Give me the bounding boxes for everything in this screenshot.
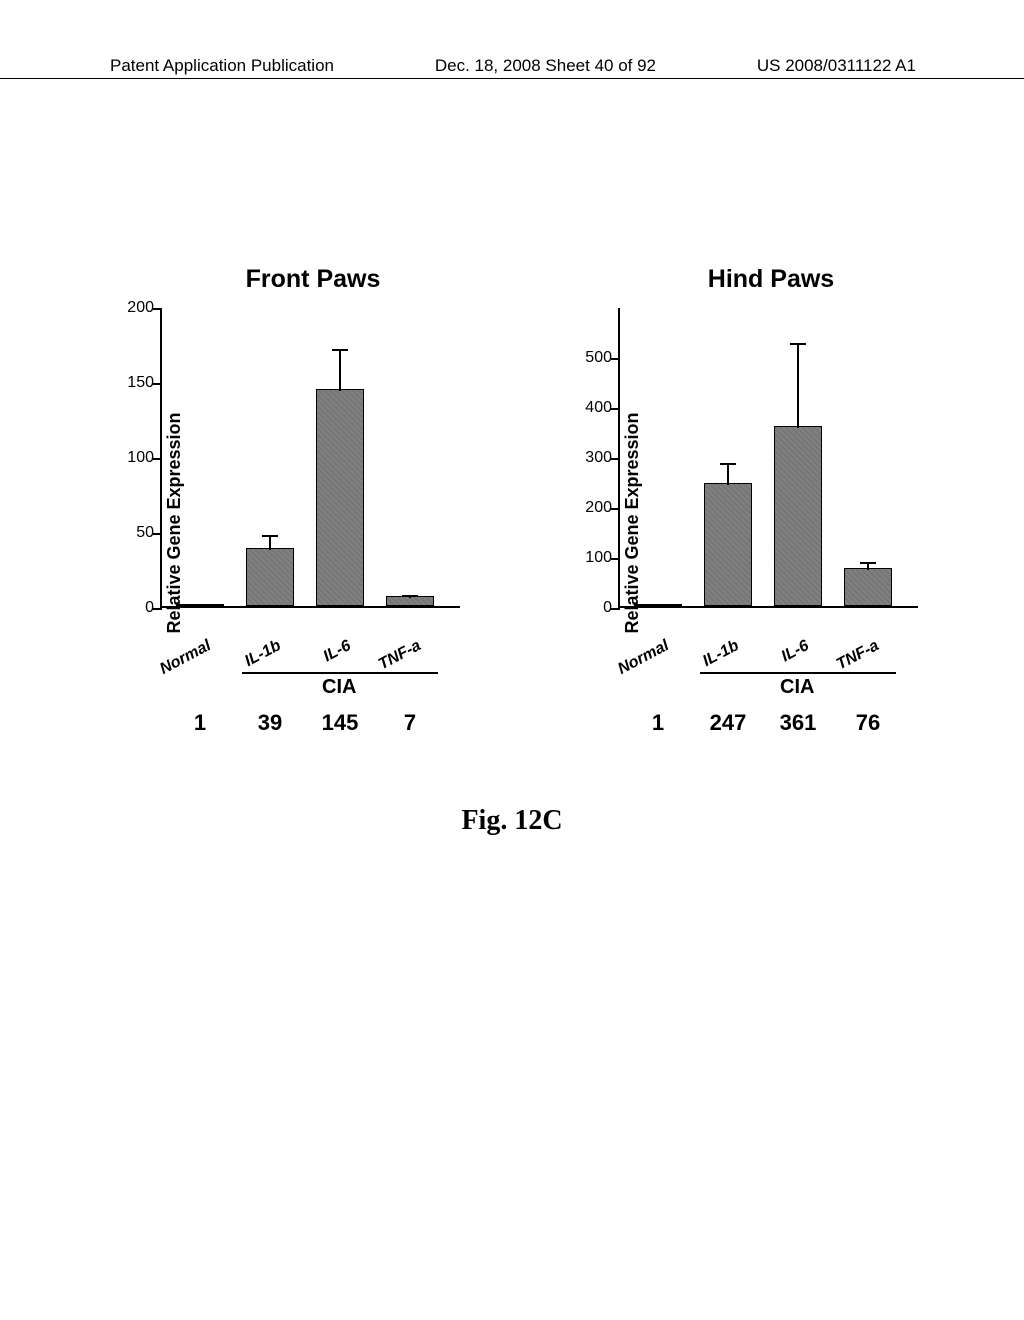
x-tick-label: IL-1b	[681, 637, 742, 681]
y-tick-label: 150	[114, 374, 154, 392]
bar	[176, 604, 224, 606]
figure-caption: Fig. 12C	[0, 805, 1024, 837]
cia-label: CIA	[780, 676, 814, 699]
cia-span-line	[700, 672, 896, 674]
y-tick	[611, 358, 620, 360]
error-cap	[720, 463, 736, 465]
y-tick-label: 0	[114, 599, 154, 617]
error-cap	[860, 562, 876, 564]
y-tick	[153, 608, 162, 610]
y-tick-label: 100	[572, 549, 612, 567]
page-header: Patent Application Publication Dec. 18, …	[0, 56, 1024, 76]
plot-area-front: 050100150200NormalIL-1bIL-6TNF-aCIA13914…	[160, 308, 460, 608]
error-bar	[269, 535, 271, 550]
header-left: Patent Application Publication	[110, 56, 334, 76]
error-cap	[262, 535, 278, 537]
y-tick	[611, 508, 620, 510]
x-tick-label: Normal	[153, 637, 214, 681]
header-right: US 2008/0311122 A1	[757, 56, 916, 76]
fold-value: 1	[172, 710, 228, 736]
plot-area-hind: 0100200300400500NormalIL-1bIL-6TNF-aCIA1…	[618, 308, 918, 608]
cia-span-line	[242, 672, 438, 674]
fold-value: 7	[382, 710, 438, 736]
x-tick-label: IL-1b	[223, 637, 284, 681]
y-tick	[153, 458, 162, 460]
y-tick	[153, 308, 162, 310]
y-tick	[611, 558, 620, 560]
bar	[704, 483, 752, 607]
y-tick-label: 300	[572, 449, 612, 467]
fold-value: 247	[700, 710, 756, 736]
fold-value: 1	[630, 710, 686, 736]
fold-value: 361	[770, 710, 826, 736]
error-bar	[727, 463, 729, 485]
bar	[844, 568, 892, 606]
y-tick	[153, 533, 162, 535]
cia-label: CIA	[322, 676, 356, 699]
fold-value: 39	[242, 710, 298, 736]
y-tick	[153, 383, 162, 385]
plot-wrapper-hind: Relative Gene Expression 010020030040050…	[536, 308, 946, 738]
y-tick-label: 50	[114, 524, 154, 542]
y-tick	[611, 458, 620, 460]
bar	[774, 426, 822, 607]
error-cap	[402, 595, 418, 597]
error-cap	[790, 343, 806, 345]
error-cap	[332, 349, 348, 351]
y-tick-label: 200	[572, 499, 612, 517]
x-tick-label: IL-6	[293, 637, 354, 681]
header-rule	[0, 78, 1024, 79]
x-tick-label: TNF-a	[363, 637, 424, 681]
y-tick-label: 500	[572, 349, 612, 367]
y-tick	[611, 408, 620, 410]
x-tick-label: Normal	[611, 637, 672, 681]
plot-wrapper-front: Relative Gene Expression 050100150200Nor…	[78, 308, 488, 738]
error-bar	[339, 349, 341, 391]
y-tick-label: 100	[114, 449, 154, 467]
bar	[246, 548, 294, 607]
chart-front-paws: Front Paws Relative Gene Expression 0501…	[78, 265, 488, 738]
bar	[316, 389, 364, 607]
y-tick	[611, 608, 620, 610]
chart-hind-paws: Hind Paws Relative Gene Expression 01002…	[536, 265, 946, 738]
y-tick-label: 400	[572, 399, 612, 417]
x-tick-label: TNF-a	[821, 637, 882, 681]
charts-row: Front Paws Relative Gene Expression 0501…	[78, 265, 946, 738]
error-bar	[797, 343, 799, 428]
y-tick-label: 200	[114, 299, 154, 317]
header-center: Dec. 18, 2008 Sheet 40 of 92	[435, 56, 656, 76]
fold-value: 76	[840, 710, 896, 736]
chart-title-front: Front Paws	[138, 265, 488, 294]
bar	[634, 604, 682, 606]
y-tick-label: 0	[572, 599, 612, 617]
x-tick-label: IL-6	[751, 637, 812, 681]
chart-title-hind: Hind Paws	[596, 265, 946, 294]
fold-value: 145	[312, 710, 368, 736]
